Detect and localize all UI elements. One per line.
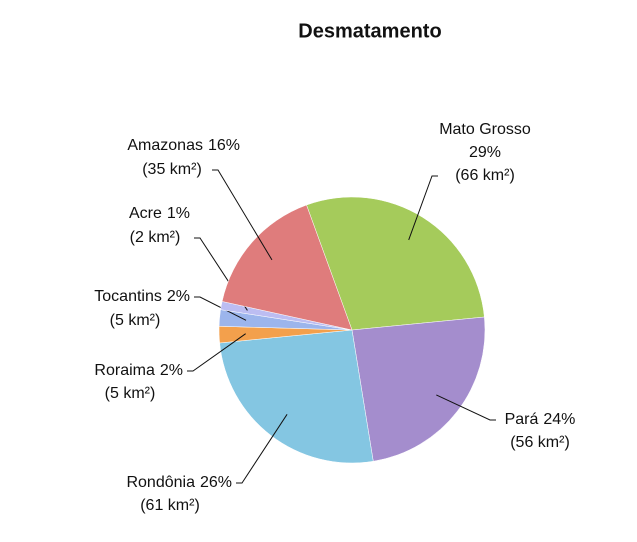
slice-label: Amazonas 16% — [127, 137, 240, 154]
percent-label: 29% — [469, 144, 501, 161]
slice-label: (5 km²) — [110, 312, 161, 329]
percent-label: 1% — [167, 205, 190, 222]
leader-line — [436, 394, 496, 421]
category-label: Mato Grosso — [439, 121, 531, 138]
slice-label: Roraima 2% — [94, 362, 183, 379]
slice-label: (61 km²) — [140, 497, 200, 514]
area-label: (2 km²) — [130, 229, 181, 246]
percent-label: 26% — [200, 474, 232, 491]
category-label: Roraima — [94, 362, 155, 379]
slice-label: Mato Grosso — [439, 121, 531, 138]
area-label: (5 km²) — [105, 385, 156, 402]
leader-line — [236, 414, 288, 484]
category-label: Tocantins — [94, 288, 162, 305]
area-label: (35 km²) — [142, 161, 202, 178]
area-label: (5 km²) — [110, 312, 161, 329]
category-label: Pará — [505, 411, 539, 428]
leader-line — [194, 296, 247, 321]
slice-label: (56 km²) — [510, 434, 570, 451]
slice-label: Acre 1% — [129, 205, 190, 222]
percent-label: 16% — [208, 137, 240, 154]
pie-slice — [221, 204, 353, 331]
category-label: Amazonas — [127, 137, 203, 154]
area-label: (66 km²) — [455, 167, 515, 184]
slice-label: (35 km²) — [142, 161, 202, 178]
slice-label: (2 km²) — [130, 229, 181, 246]
category-label: Acre — [129, 205, 162, 222]
slice-label: 29% — [469, 144, 501, 161]
slice-label: Tocantins 2% — [94, 288, 190, 305]
slice-label: Pará 24% — [505, 411, 576, 428]
area-label: (56 km²) — [510, 434, 570, 451]
pie-slice — [306, 196, 485, 331]
slice-label: Rondônia 26% — [126, 474, 232, 491]
leader-line — [408, 175, 438, 241]
percent-label: 2% — [167, 288, 190, 305]
slice-label: (5 km²) — [105, 385, 156, 402]
slice-label: (66 km²) — [455, 167, 515, 184]
pie-slice — [351, 316, 486, 462]
leader-line — [187, 333, 246, 372]
area-label: (61 km²) — [140, 497, 200, 514]
leader-line — [212, 169, 273, 261]
percent-label: 24% — [543, 411, 575, 428]
pie-slice — [219, 329, 374, 464]
category-label: Rondônia — [126, 474, 195, 491]
chart-title: Desmatamento — [298, 20, 441, 42]
percent-label: 2% — [160, 362, 183, 379]
